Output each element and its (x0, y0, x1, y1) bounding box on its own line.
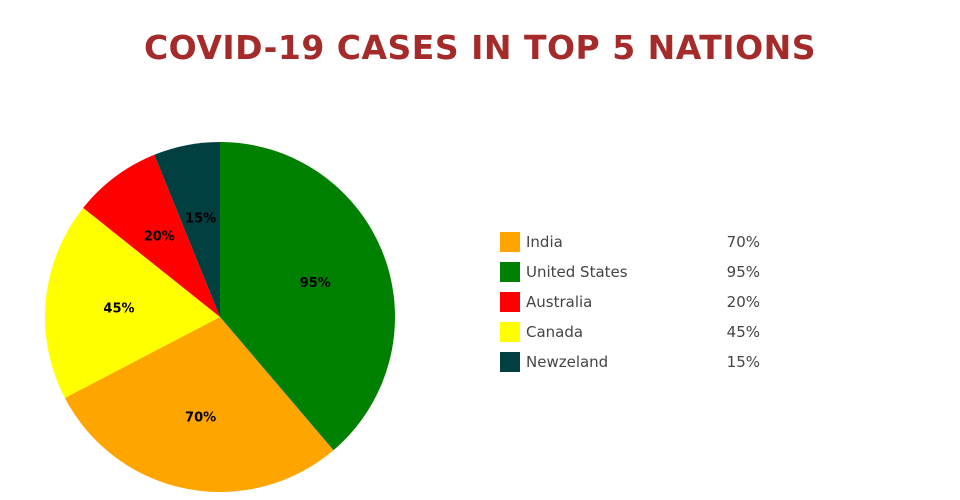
pie-slice-india (64, 317, 334, 493)
pie-slice-canada (44, 207, 221, 398)
legend-value: 45% (726, 323, 760, 341)
legend-value: 20% (726, 293, 760, 311)
legend-label: United States (526, 263, 628, 281)
pie-slice-newzeland (154, 142, 220, 317)
legend-swatch (500, 262, 520, 282)
legend-item-canada[interactable]: Canada 45% (500, 317, 760, 347)
legend-label: Australia (526, 293, 593, 311)
data-label-canada: 45% (103, 301, 134, 316)
legend-swatch (500, 322, 520, 342)
legend-value: 70% (726, 233, 760, 251)
legend-swatch (500, 292, 520, 312)
legend-swatch (500, 352, 520, 372)
pie-slice-united-states (220, 142, 395, 451)
data-label-united-states: 95% (300, 276, 331, 291)
legend-value: 15% (726, 353, 760, 371)
legend-swatch (500, 232, 520, 252)
chart-title: COVID-19 CASES IN TOP 5 NATIONS (143, 28, 817, 67)
data-label-australia: 20% (144, 230, 175, 245)
legend: India 70% United States 95% Australia 20% Cana… (500, 227, 760, 377)
legend-item-australia[interactable]: Australia 20% (500, 287, 760, 317)
legend-item-india[interactable]: India 70% (500, 227, 760, 257)
legend-item-united-states[interactable]: United States 95% (500, 257, 760, 287)
legend-value: 95% (726, 263, 760, 281)
data-label-newzeland: 15% (185, 211, 216, 226)
data-label-india: 70% (185, 411, 216, 426)
legend-label: Newzeland (526, 353, 609, 371)
legend-label: India (526, 233, 563, 251)
legend-label: Canada (526, 323, 584, 341)
legend-item-newzeland[interactable]: Newzeland 15% (500, 347, 760, 377)
pie-slice-australia (83, 154, 220, 317)
